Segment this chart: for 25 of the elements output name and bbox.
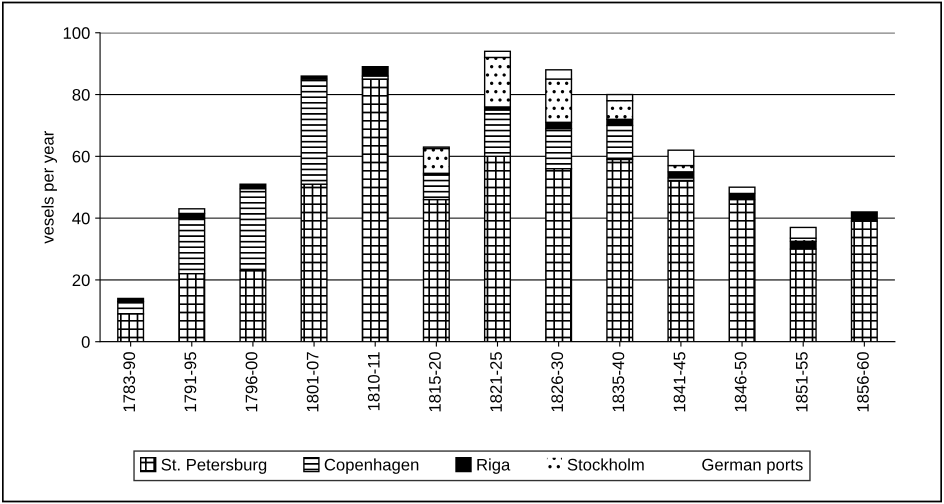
x-tick-label: 1846-50 xyxy=(734,352,747,412)
legend-label: St. Petersburg xyxy=(161,458,266,474)
y-tick-label: 0 xyxy=(82,336,90,348)
legend-label: Riga xyxy=(477,458,510,474)
x-tick-label: 1835-40 xyxy=(612,352,624,412)
x-tick-label: 1796-00 xyxy=(246,352,258,412)
y-tick-label: 40 xyxy=(72,212,90,224)
x-tick-label: 1821-25 xyxy=(490,352,502,412)
x-tick-label: 1856-60 xyxy=(857,352,869,412)
x-tick-label: 1810-11 xyxy=(368,352,380,410)
y-tick-label: 20 xyxy=(72,274,90,286)
y-tick-label: 60 xyxy=(72,150,90,163)
x-tick-label: 1791-95 xyxy=(184,352,196,412)
text: German ports xyxy=(702,458,803,474)
x-tick-label: 1783-90 xyxy=(123,352,136,412)
x-tick-label: 1801-07 xyxy=(306,352,319,412)
y-axis-title: vesels per year xyxy=(41,131,57,244)
x-tick-label: 1815-20 xyxy=(429,352,441,412)
x-tick-label: 1841-45 xyxy=(674,352,686,412)
x-tick-label: 1851-55 xyxy=(796,352,808,412)
x-tick-label: 1826-30 xyxy=(551,352,564,412)
legend-label: Stockholm xyxy=(568,458,644,471)
y-tick-label: 80 xyxy=(72,88,90,101)
legend-label: Copenhagen xyxy=(324,458,418,474)
y-tick-label: 100 xyxy=(64,27,90,39)
